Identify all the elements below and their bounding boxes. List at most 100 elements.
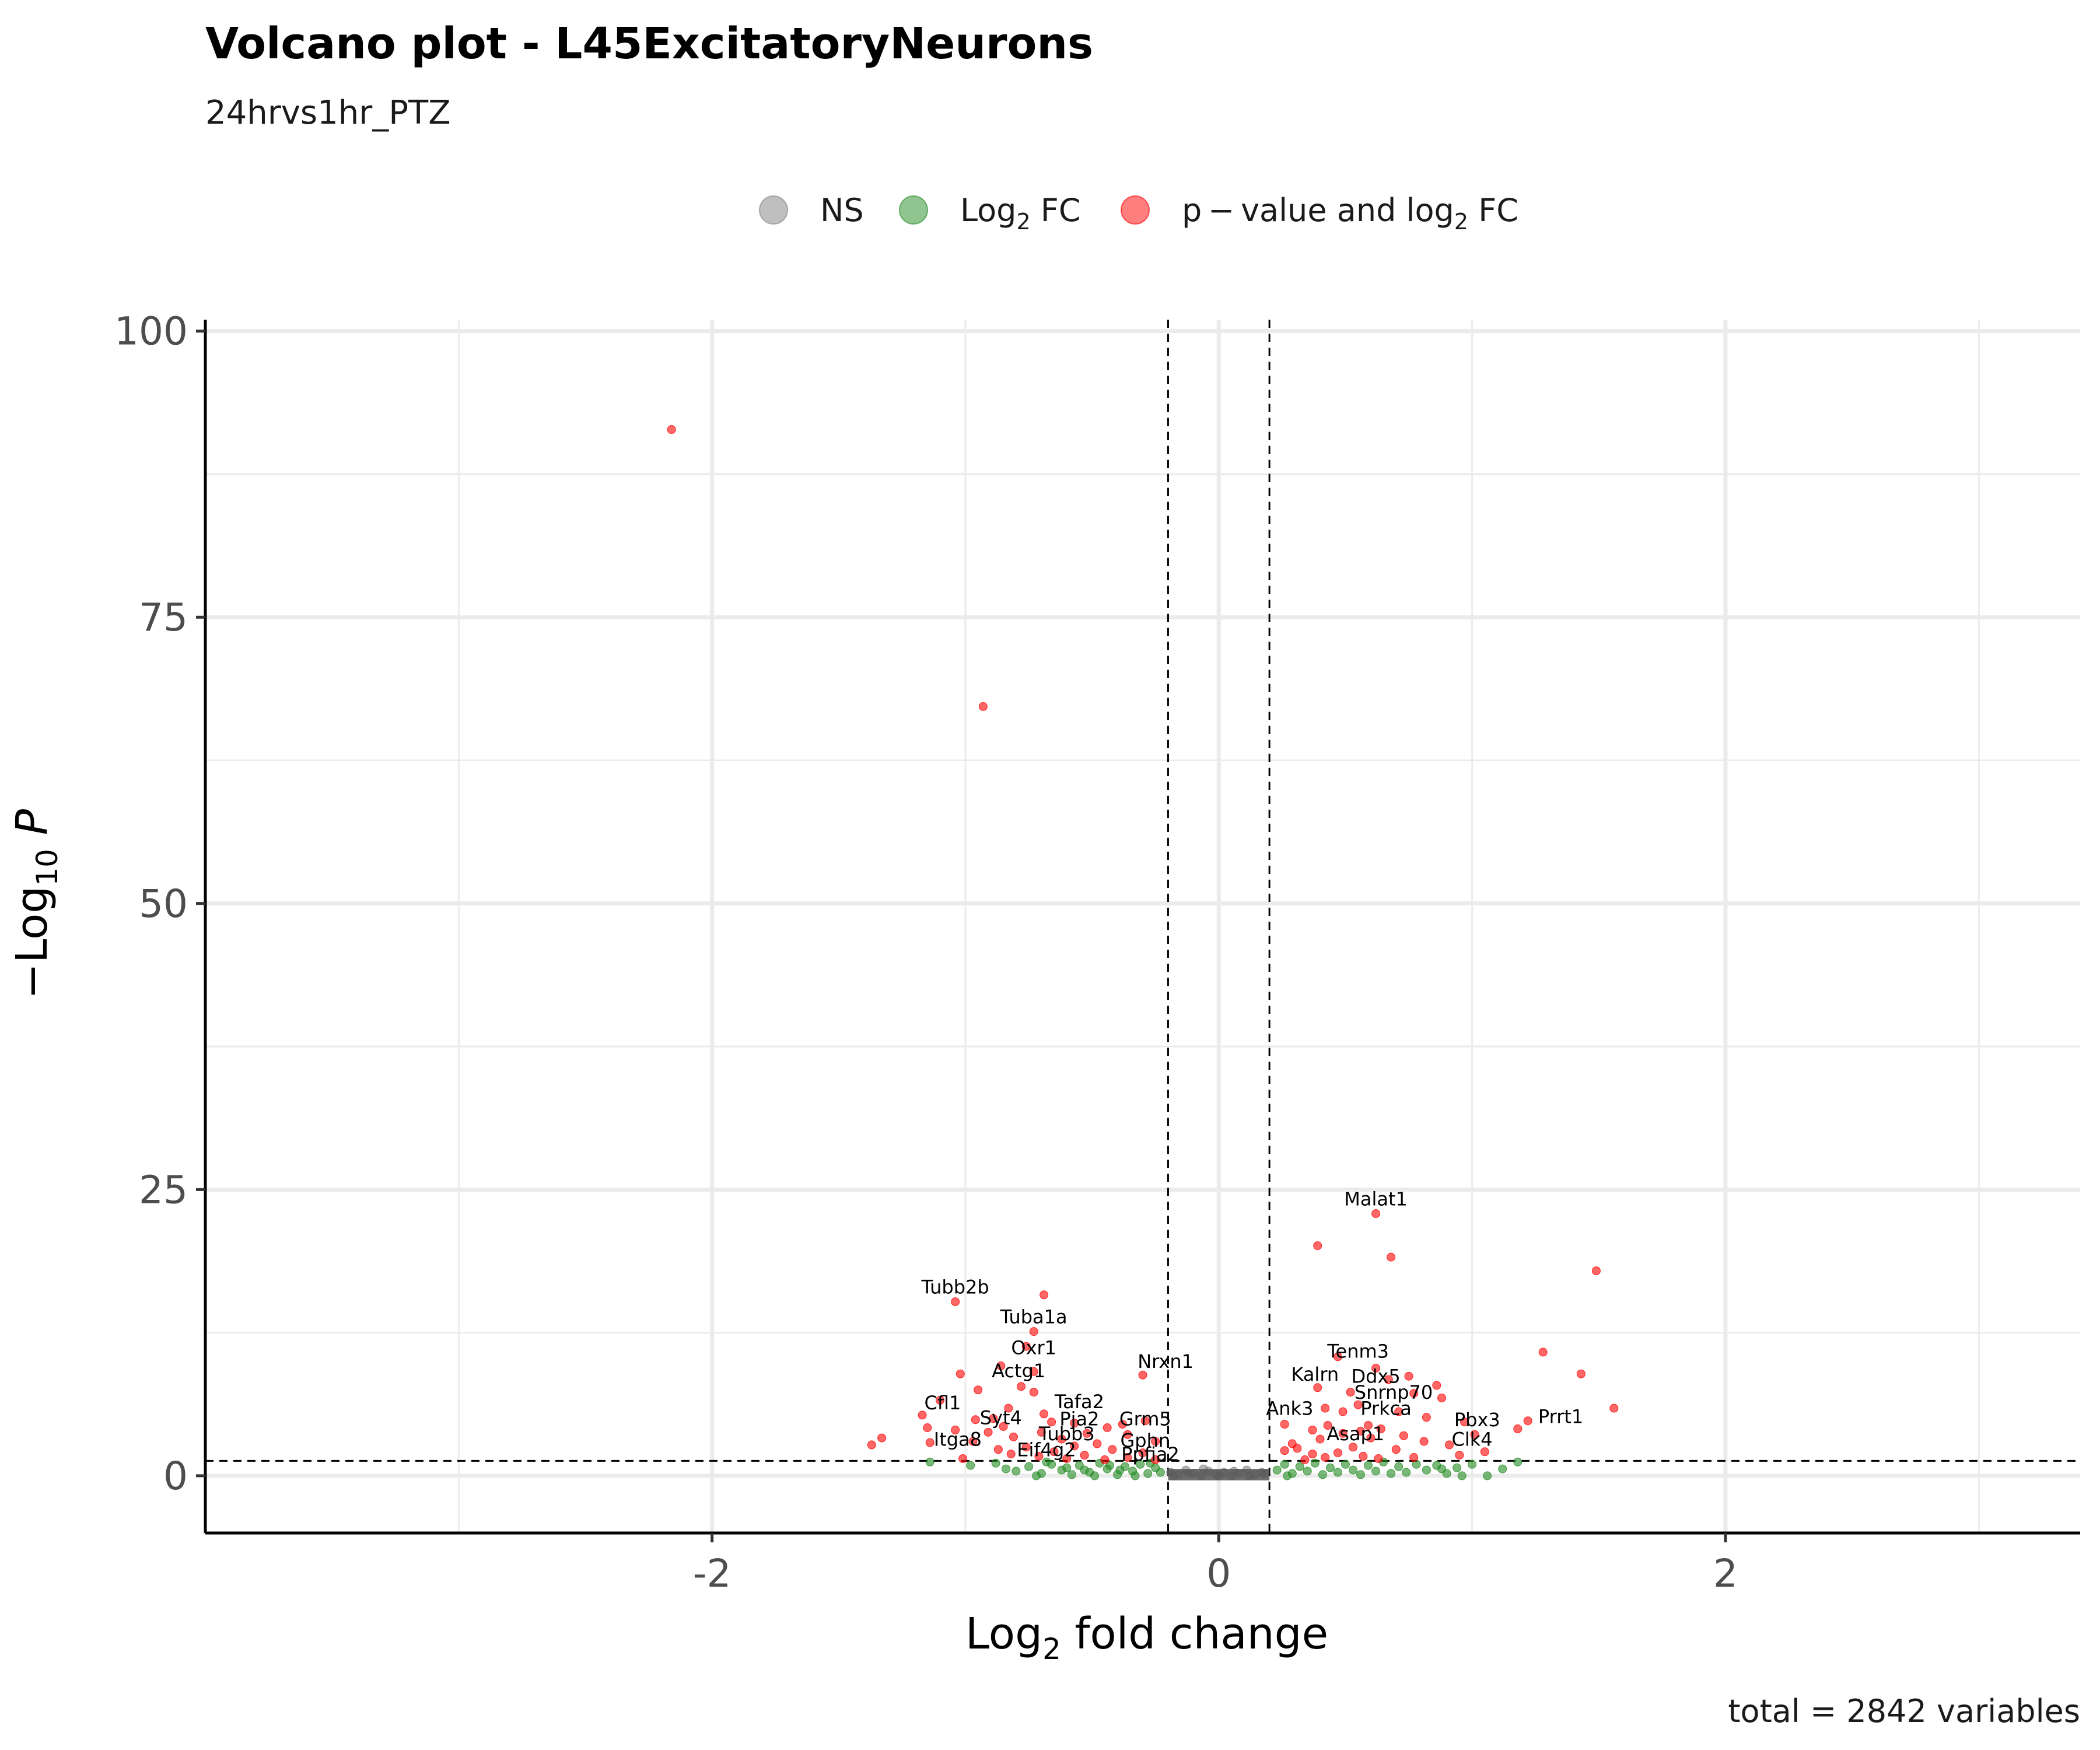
point-pvalue-and-fc	[1123, 1453, 1132, 1462]
point-pvalue-and-fc	[1391, 1445, 1401, 1454]
point-pvalue-and-fc	[1293, 1444, 1302, 1453]
point-pvalue-and-fc	[1082, 1429, 1091, 1438]
point-pvalue-and-fc	[1006, 1450, 1016, 1459]
x-tick-label: 0	[1206, 1551, 1231, 1596]
point-log2fc	[1457, 1471, 1466, 1480]
gene-label: Oxr1	[1011, 1337, 1056, 1359]
point-pvalue-and-fc	[1093, 1439, 1102, 1448]
point-log2fc	[1371, 1466, 1381, 1476]
point-pvalue-and-fc	[1353, 1400, 1363, 1409]
point-pvalue-and-fc	[1308, 1425, 1317, 1434]
legend-label-fc: Log2 FC	[960, 192, 1081, 235]
point-log2fc	[1325, 1463, 1335, 1472]
gene-label: Gphn	[1120, 1430, 1170, 1452]
point-pvalue-and-fc	[951, 1297, 960, 1307]
ns-point-cluster	[1168, 1469, 1270, 1480]
point-log2fc	[1136, 1460, 1145, 1469]
point-log2fc	[1080, 1465, 1089, 1475]
point-pvalue-and-fc	[1333, 1448, 1342, 1458]
gene-label: Tubb2b	[921, 1276, 989, 1298]
point-pvalue-and-fc	[1437, 1394, 1446, 1402]
point-log2fc	[1295, 1462, 1304, 1471]
y-tick-label: 0	[163, 1454, 188, 1499]
axes: -2 0 2 0 25 50 75 100	[114, 309, 2080, 1596]
x-axis-title: Log2 fold change	[965, 1609, 1328, 1666]
point-pvalue-and-fc	[1049, 1447, 1059, 1457]
point-pvalue-and-fc	[1422, 1413, 1431, 1422]
point-pvalue-and-fc	[1021, 1443, 1031, 1452]
point-pvalue-and-fc	[1308, 1450, 1317, 1459]
point-log2fc	[1032, 1471, 1041, 1480]
point-pvalue-and-fc	[1371, 1363, 1381, 1373]
point-pvalue-and-fc	[1609, 1404, 1619, 1413]
gene-label: Eif4g2	[1017, 1438, 1076, 1461]
point-pvalue-and-fc	[667, 425, 676, 434]
y-axis-title: −Log10 P	[7, 809, 64, 999]
legend: NS Log2 FC p − value and log2 FC	[759, 192, 1518, 235]
point-pvalue-and-fc	[968, 1437, 978, 1446]
point-pvalue-and-fc	[1004, 1404, 1013, 1413]
point-pvalue-and-fc	[1070, 1441, 1079, 1451]
point-pvalue-and-fc	[1300, 1455, 1310, 1464]
gene-label: Ank3	[1266, 1398, 1313, 1420]
point-pvalue-and-fc	[936, 1395, 944, 1405]
gene-label: Nrxn1	[1138, 1350, 1194, 1373]
point-log2fc	[1024, 1462, 1034, 1471]
point-pvalue-and-fc	[923, 1423, 932, 1432]
point-pvalue-and-fc	[1359, 1452, 1368, 1461]
point-log2fc	[1452, 1463, 1462, 1472]
point-pvalue-and-fc	[1080, 1451, 1089, 1460]
point-log2fc	[1394, 1462, 1404, 1471]
y-tick-label: 100	[114, 309, 188, 354]
point-log2fc	[1349, 1465, 1357, 1475]
point-pvalue-and-fc	[1338, 1429, 1348, 1438]
point-pvalue-and-fc	[1138, 1448, 1147, 1458]
point-pvalue-and-fc	[1140, 1416, 1150, 1426]
gene-label: Prkca	[1360, 1398, 1412, 1420]
point-pvalue-and-fc	[1394, 1407, 1404, 1416]
point-pvalue-and-fc	[1338, 1407, 1348, 1416]
point-pvalue-and-fc	[974, 1385, 983, 1395]
point-log2fc	[1483, 1471, 1492, 1480]
point-pvalue-and-fc	[1017, 1382, 1026, 1391]
point-pvalue-and-fc	[1480, 1447, 1489, 1457]
point-pvalue-and-fc	[1021, 1342, 1031, 1351]
point-pvalue-and-fc	[1029, 1388, 1038, 1397]
point-pvalue-and-fc	[1102, 1423, 1112, 1432]
point-pvalue-and-fc	[1445, 1440, 1454, 1450]
gene-label: Actg1	[992, 1360, 1045, 1382]
grid-minor	[205, 320, 2080, 1533]
gene-label: Pja2	[1059, 1408, 1099, 1430]
point-pvalue-and-fc	[1576, 1369, 1586, 1378]
point-pvalue-and-fc	[1123, 1430, 1132, 1439]
point-log2fc	[1498, 1464, 1507, 1474]
point-log2fc	[966, 1461, 975, 1470]
point-pvalue-and-fc	[1356, 1426, 1365, 1436]
point-pvalue-and-fc	[1333, 1352, 1342, 1362]
point-log2fc	[1303, 1466, 1312, 1476]
gene-label: Prrt1	[1538, 1405, 1583, 1427]
gene-label: Ppfia2	[1121, 1443, 1180, 1465]
legend-key-p-fc	[1121, 195, 1150, 225]
gene-label: Syt4	[980, 1406, 1022, 1429]
point-pvalue-and-fc	[1047, 1418, 1056, 1427]
x-tick-label: -2	[693, 1551, 732, 1596]
chart-subtitle: 24hrvs1hr_PTZ	[205, 94, 451, 132]
point-log2fc	[1130, 1471, 1140, 1480]
point-pvalue-and-fc	[867, 1440, 876, 1450]
legend-key-fc	[899, 195, 928, 225]
point-pvalue-and-fc	[1057, 1434, 1066, 1444]
point-pvalue-and-fc	[1387, 1252, 1396, 1262]
point-pvalue-and-fc	[1523, 1416, 1532, 1426]
point-pvalue-and-fc	[1040, 1409, 1049, 1419]
point-pvalue-and-fc	[1346, 1388, 1355, 1397]
point-pvalue-and-fc	[1366, 1433, 1376, 1443]
grid-major	[205, 320, 2080, 1533]
point-pvalue-and-fc	[1151, 1437, 1160, 1446]
gene-label: Snrnp70	[1354, 1381, 1433, 1404]
point-log2fc	[1156, 1468, 1165, 1477]
point-pvalue-and-fc	[1404, 1371, 1413, 1381]
point-log2fc	[1310, 1458, 1320, 1468]
point-pvalue-and-fc	[971, 1415, 980, 1424]
